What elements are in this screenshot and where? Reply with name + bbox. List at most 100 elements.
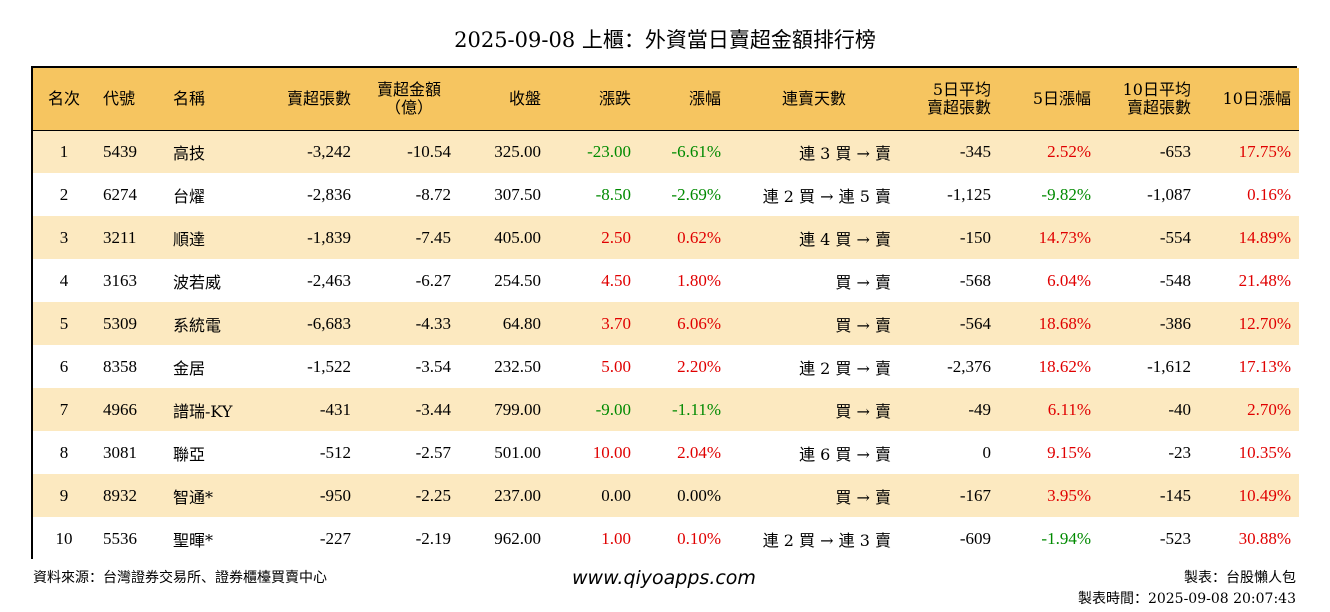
header-amount-line2: （億） bbox=[384, 97, 433, 117]
cell-close: 325.00 bbox=[494, 141, 541, 161]
cell-net-shares: -2,463 bbox=[307, 270, 351, 290]
cell-5d-avg: -564 bbox=[959, 313, 991, 333]
table-row[interactable]: 2 6274 台燿 -2,836 -8.72 307.50 -8.50 -2.69% 連 2 買… bbox=[33, 173, 1299, 216]
header-name[interactable]: 名稱 bbox=[165, 68, 259, 131]
cell-name: 順達 bbox=[173, 229, 206, 249]
cell-streak: 買 → 賣 bbox=[835, 315, 891, 335]
cell-code: 5439 bbox=[103, 141, 137, 161]
header-change[interactable]: 漲跌 bbox=[549, 68, 639, 131]
cell-net-shares: -1,839 bbox=[307, 227, 351, 247]
cell-code: 4966 bbox=[103, 399, 137, 419]
table-row[interactable]: 1 5439 高技 -3,242 -10.54 325.00 -23.00 -6.61% 連 3… bbox=[33, 130, 1299, 173]
cell-change: -9.00 bbox=[595, 399, 631, 419]
cell-name: 譜瑞-KY bbox=[173, 401, 233, 421]
cell-change-pct: 2.20% bbox=[677, 356, 721, 376]
cell-streak: 買 → 賣 bbox=[835, 272, 891, 292]
cell-rank: 3 bbox=[59, 227, 69, 247]
cell-rank: 2 bbox=[59, 184, 69, 204]
table-row[interactable]: 10 5536 聖暉* -227 -2.19 962.00 1.00 0.10% 連 2 買 →… bbox=[33, 517, 1299, 560]
cell-net-shares: -950 bbox=[319, 485, 351, 505]
cell-streak: 連 4 買 → 賣 bbox=[799, 229, 891, 249]
cell-name: 智通* bbox=[173, 487, 214, 507]
header-streak[interactable]: 連賣天數 bbox=[729, 68, 899, 131]
cell-rank: 9 bbox=[59, 485, 69, 505]
page-title: 2025-09-08 上櫃：外資當日賣超金額排行榜 bbox=[454, 28, 876, 52]
table-row[interactable]: 5 5309 系統電 -6,683 -4.33 64.80 3.70 6.06% 買 → 賣 -5… bbox=[33, 302, 1299, 345]
cell-5d-pct: 18.68% bbox=[1038, 313, 1091, 333]
header-10d-avg-line2: 賣超張數 bbox=[1126, 97, 1191, 117]
header-change-pct[interactable]: 漲幅 bbox=[639, 68, 729, 131]
cell-10d-pct: 2.70% bbox=[1247, 399, 1291, 419]
table-body: 1 5439 高技 -3,242 -10.54 325.00 -23.00 -6.61% 連 3… bbox=[33, 130, 1299, 560]
cell-change: 4.50 bbox=[601, 270, 631, 290]
cell-change-pct: 0.00% bbox=[677, 485, 721, 505]
cell-close: 237.00 bbox=[494, 485, 541, 505]
cell-rank: 5 bbox=[59, 313, 69, 333]
header-code[interactable]: 代號 bbox=[95, 68, 165, 131]
cell-streak: 連 2 買 → 賣 bbox=[799, 358, 891, 378]
cell-5d-pct: -9.82% bbox=[1041, 184, 1091, 204]
cell-10d-pct: 10.35% bbox=[1238, 442, 1291, 462]
cell-5d-avg: -609 bbox=[959, 528, 991, 548]
cell-name: 聯亞 bbox=[173, 444, 206, 464]
cell-streak: 連 6 買 → 賣 bbox=[799, 444, 891, 464]
cell-5d-avg: 0 bbox=[982, 442, 992, 462]
cell-10d-pct: 17.13% bbox=[1238, 356, 1291, 376]
cell-code: 6274 bbox=[103, 184, 137, 204]
header-amount[interactable]: 賣超金額 （億） bbox=[359, 68, 459, 131]
header-net-shares[interactable]: 賣超張數 bbox=[259, 68, 359, 131]
cell-name: 波若威 bbox=[173, 272, 222, 292]
cell-amount: -2.19 bbox=[415, 528, 451, 548]
cell-5d-pct: 2.52% bbox=[1047, 141, 1091, 161]
cell-5d-pct: 14.73% bbox=[1038, 227, 1091, 247]
ranking-table-container: 名次 代號 名稱 賣超張數 賣超金額 （億） 收盤 漲跌 漲幅 連賣天數 5日平… bbox=[31, 66, 1299, 560]
cell-name: 金居 bbox=[173, 358, 206, 378]
cell-change-pct: 1.80% bbox=[677, 270, 721, 290]
table-row[interactable]: 9 8932 智通* -950 -2.25 237.00 0.00 0.00% 買 → 賣 -16… bbox=[33, 474, 1299, 517]
table-row[interactable]: 6 8358 金居 -1,522 -3.54 232.50 5.00 2.20% 連 2 買 →… bbox=[33, 345, 1299, 388]
table-row[interactable]: 8 3081 聯亞 -512 -2.57 501.00 10.00 2.04% 連 6 買 → … bbox=[33, 431, 1299, 474]
cell-10d-avg: -554 bbox=[1159, 227, 1191, 247]
cell-code: 8358 bbox=[103, 356, 137, 376]
cell-close: 405.00 bbox=[494, 227, 541, 247]
cell-name: 台燿 bbox=[173, 186, 206, 206]
cell-change-pct: -1.11% bbox=[672, 399, 721, 419]
cell-change: 10.00 bbox=[592, 442, 631, 462]
cell-amount: -6.27 bbox=[415, 270, 451, 290]
cell-change: 1.00 bbox=[601, 528, 631, 548]
cell-rank: 6 bbox=[59, 356, 69, 376]
cell-streak: 連 2 買 → 連 3 賣 bbox=[762, 530, 891, 550]
header-amount-line1: 賣超金額 bbox=[376, 79, 441, 99]
cell-close: 307.50 bbox=[494, 184, 541, 204]
table-row[interactable]: 3 3211 順達 -1,839 -7.45 405.00 2.50 0.62% 連 4 買 →… bbox=[33, 216, 1299, 259]
cell-net-shares: -512 bbox=[319, 442, 351, 462]
header-close[interactable]: 收盤 bbox=[459, 68, 549, 131]
cell-10d-avg: -386 bbox=[1159, 313, 1191, 333]
cell-close: 232.50 bbox=[494, 356, 541, 376]
cell-change: 2.50 bbox=[601, 227, 631, 247]
cell-10d-avg: -40 bbox=[1168, 399, 1191, 419]
header-10d-pct[interactable]: 10日漲幅 bbox=[1199, 68, 1299, 131]
cell-code: 8932 bbox=[103, 485, 137, 505]
author-note: 製表：台股懶人包 bbox=[1184, 570, 1296, 586]
header-5d-avg[interactable]: 5日平均 賣超張數 bbox=[899, 68, 999, 131]
cell-streak: 買 → 賣 bbox=[835, 487, 891, 507]
cell-streak: 買 → 賣 bbox=[835, 401, 891, 421]
table-row[interactable]: 4 3163 波若威 -2,463 -6.27 254.50 4.50 1.80% 買 → 賣 -… bbox=[33, 259, 1299, 302]
cell-change: 5.00 bbox=[601, 356, 631, 376]
cell-5d-pct: 6.11% bbox=[1047, 399, 1091, 419]
table-row[interactable]: 7 4966 譜瑞-KY -431 -3.44 799.00 -9.00 -1.11% 買 → … bbox=[33, 388, 1299, 431]
website-link[interactable]: www.qiyoapps.com bbox=[572, 567, 756, 589]
header-10d-avg[interactable]: 10日平均 賣超張數 bbox=[1099, 68, 1199, 131]
cell-change: 0.00 bbox=[601, 485, 631, 505]
cell-5d-pct: 18.62% bbox=[1038, 356, 1091, 376]
cell-net-shares: -3,242 bbox=[307, 141, 351, 161]
cell-amount: -8.72 bbox=[415, 184, 451, 204]
header-5d-pct[interactable]: 5日漲幅 bbox=[999, 68, 1099, 131]
cell-streak: 連 3 買 → 賣 bbox=[799, 143, 891, 163]
table-header-row: 名次 代號 名稱 賣超張數 賣超金額 （億） 收盤 漲跌 漲幅 連賣天數 5日平… bbox=[33, 68, 1299, 131]
cell-amount: -7.45 bbox=[415, 227, 451, 247]
cell-rank: 8 bbox=[59, 442, 69, 462]
cell-close: 501.00 bbox=[494, 442, 541, 462]
header-rank[interactable]: 名次 bbox=[33, 68, 95, 131]
